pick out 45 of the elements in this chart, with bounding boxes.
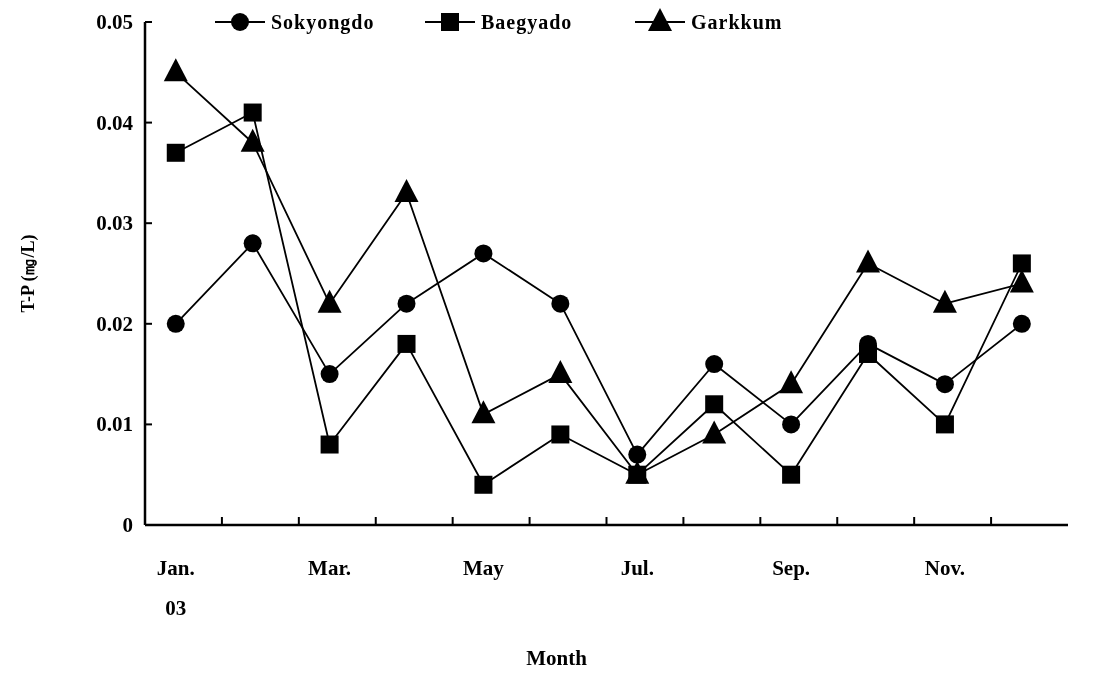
point <box>474 475 493 494</box>
x-tick-label: Sep. <box>772 556 811 580</box>
point <box>705 355 724 374</box>
y-tick-label: 0.02 <box>96 311 133 336</box>
x-tick-label: May <box>463 556 505 580</box>
point <box>474 244 493 263</box>
point <box>705 395 724 414</box>
point <box>243 234 262 253</box>
legend-label: Sokyongdo <box>271 11 375 34</box>
x-tick-label: Jul. <box>620 556 654 580</box>
point <box>320 365 339 384</box>
y-tick-label: 0 <box>122 513 133 537</box>
x-tick-label: Jan. 03 <box>156 556 195 620</box>
point <box>782 415 801 434</box>
point <box>394 179 419 203</box>
x-tick-label: Nov. <box>924 556 966 580</box>
y-axis-title: T-P (㎎/L) <box>18 234 39 313</box>
y-tick-label: 0.05 <box>96 10 133 34</box>
point <box>1012 254 1031 273</box>
point <box>397 294 416 313</box>
y-tick-label: 0.01 <box>96 412 133 437</box>
x-tick-label: Mar. <box>308 556 352 580</box>
point <box>320 435 339 454</box>
point <box>240 128 265 152</box>
point <box>1009 269 1034 293</box>
point <box>1012 314 1031 333</box>
point <box>163 58 188 82</box>
point <box>551 425 570 444</box>
y-tick-label: 0.03 <box>96 211 133 236</box>
point <box>628 445 647 464</box>
y-tick-label: 0.04 <box>96 110 134 135</box>
point <box>935 415 954 434</box>
point <box>548 360 573 384</box>
point <box>779 370 804 394</box>
legend-label: Garkkum <box>691 11 783 33</box>
point <box>551 294 570 313</box>
point <box>782 465 801 484</box>
point <box>856 249 881 273</box>
point <box>935 375 954 394</box>
point <box>166 314 185 333</box>
point <box>243 103 262 122</box>
legend-label: Baegyado <box>481 11 573 34</box>
point <box>166 143 185 162</box>
x-axis-title: Month <box>526 646 588 670</box>
point <box>397 334 416 353</box>
